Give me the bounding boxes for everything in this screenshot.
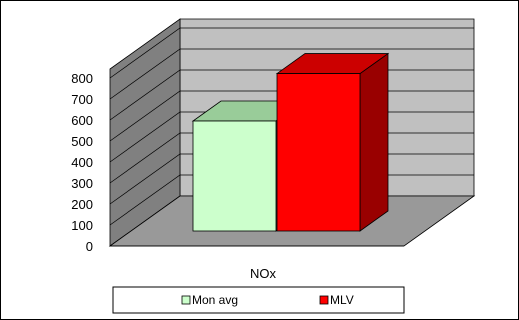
legend-label-mlv: MLV — [330, 293, 354, 307]
legend-swatch-mlv — [319, 295, 329, 305]
category-label: NOx — [250, 266, 277, 281]
y-tick-label: 500 — [71, 134, 93, 149]
legend-box — [112, 286, 405, 314]
y-tick-label: 0 — [86, 239, 93, 254]
y-tick-label: 200 — [71, 197, 93, 212]
y-tick-label: 400 — [71, 155, 93, 170]
bar-side — [359, 52, 389, 232]
y-tick-label: 800 — [71, 71, 93, 86]
y-axis: 0 100 200 300 400 500 600 700 800 — [71, 71, 404, 254]
y-tick-label: 300 — [71, 176, 93, 191]
y-tick-label: 100 — [71, 218, 93, 233]
y-tick-label: 600 — [71, 113, 93, 128]
gridline — [109, 27, 474, 79]
legend: Mon avg MLV — [112, 286, 405, 314]
gridline — [109, 48, 474, 100]
y-tick-label: 700 — [71, 92, 93, 107]
bar-mlv — [275, 52, 390, 232]
legend-label-mon-avg: Mon avg — [192, 293, 238, 307]
bars — [191, 52, 390, 232]
bar-front — [276, 73, 361, 232]
bar-front — [192, 120, 277, 232]
legend-swatch-mon-avg — [181, 295, 191, 305]
